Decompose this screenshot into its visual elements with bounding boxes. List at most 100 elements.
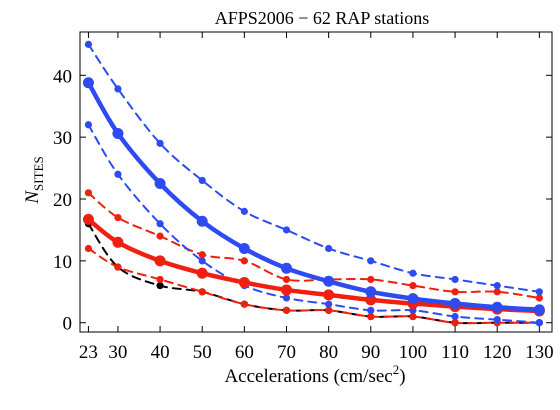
- data-point: [198, 176, 206, 185]
- y-tick-label: 10: [53, 252, 72, 273]
- x-tick-label: 90: [361, 342, 380, 363]
- y-axis-label: NSITES: [22, 156, 46, 204]
- data-point: [82, 77, 94, 89]
- y-axis-label-main: N: [22, 190, 43, 205]
- data-point: [84, 40, 93, 48]
- data-point: [449, 298, 461, 310]
- data-point: [156, 220, 164, 228]
- series-black-dashed-6: [84, 220, 543, 327]
- data-point: [240, 207, 248, 215]
- series-line: [86, 80, 542, 312]
- data-point: [198, 251, 206, 259]
- data-point: [154, 255, 166, 267]
- data-point: [82, 213, 94, 225]
- data-point: [323, 289, 335, 301]
- data-point: [114, 213, 122, 222]
- data-point: [282, 306, 291, 314]
- data-point: [325, 244, 333, 253]
- data-point: [198, 257, 206, 265]
- data-point: [493, 288, 501, 296]
- data-point: [240, 257, 248, 265]
- x-axis-label-main: Accelerations (cm/sec: [224, 366, 392, 387]
- data-point: [409, 269, 417, 277]
- x-axis-label: Accelerations (cm/sec2): [224, 362, 405, 387]
- data-point: [156, 282, 164, 290]
- data-point: [407, 293, 419, 305]
- y-tick-label: 0: [63, 314, 73, 335]
- data-point: [367, 257, 375, 265]
- x-tick-label: 100: [399, 342, 428, 363]
- x-tick-label: 70: [277, 342, 296, 363]
- x-axis-label-sup: 2: [393, 362, 400, 377]
- x-tick-label: 23: [79, 342, 98, 363]
- series-layer: [82, 40, 545, 327]
- data-point: [535, 288, 543, 296]
- series-line: [87, 123, 541, 324]
- data-point: [154, 178, 166, 190]
- data-point: [533, 304, 545, 316]
- data-point: [493, 282, 501, 290]
- series-blue-dashed-2: [84, 121, 543, 327]
- x-axis-label-close: ): [399, 366, 405, 387]
- data-point: [84, 189, 93, 197]
- x-tick-label: 50: [193, 342, 212, 363]
- data-point: [196, 215, 208, 227]
- data-point: [323, 275, 335, 287]
- data-point: [240, 300, 248, 308]
- data-point: [451, 312, 459, 321]
- chart-title: AFPS2006 − 62 RAP stations: [215, 8, 430, 28]
- data-point: [535, 294, 543, 302]
- data-point: [84, 121, 93, 129]
- data-point: [196, 267, 208, 279]
- data-point: [198, 288, 206, 296]
- data-point: [451, 319, 459, 327]
- plot-frame: [79, 31, 553, 333]
- x-axis-ticks: 23 30 40 50 60 70 80 90 100 110 120 130: [79, 32, 554, 363]
- data-point: [238, 242, 250, 254]
- data-point: [114, 263, 122, 271]
- data-point: [238, 277, 250, 289]
- x-tick-label: 80: [319, 342, 338, 363]
- y-tick-label: 40: [53, 66, 72, 87]
- x-tick-label: 30: [108, 342, 127, 363]
- data-point: [281, 284, 292, 296]
- data-point: [493, 316, 501, 324]
- x-tick-label: 130: [525, 342, 554, 363]
- data-point: [156, 232, 164, 240]
- data-point: [365, 294, 377, 306]
- data-point: [84, 244, 93, 253]
- x-tick-label: 110: [441, 342, 469, 363]
- data-point: [325, 300, 333, 308]
- y-axis-label-sub: SITES: [31, 156, 46, 191]
- data-point: [325, 306, 333, 314]
- data-point: [112, 127, 124, 139]
- data-point: [114, 170, 122, 178]
- data-point: [156, 139, 164, 147]
- y-tick-label: 30: [53, 128, 72, 149]
- data-point: [114, 85, 122, 93]
- series-line: [86, 217, 542, 314]
- data-point: [409, 312, 417, 321]
- series-line: [87, 43, 541, 293]
- y-tick-label: 20: [53, 190, 72, 211]
- x-tick-label: 60: [235, 342, 254, 363]
- data-point: [409, 282, 417, 290]
- data-point: [367, 306, 375, 314]
- data-point: [451, 275, 459, 284]
- series-blue-solid-0: [82, 77, 545, 316]
- data-point: [365, 286, 377, 298]
- series-blue-dashed-1: [84, 40, 543, 296]
- data-point: [451, 288, 459, 296]
- data-point: [282, 275, 291, 284]
- data-point: [367, 312, 375, 321]
- series-red-solid-3: [82, 213, 545, 317]
- data-point: [282, 294, 291, 302]
- data-point: [491, 301, 503, 313]
- y-axis-ticks: 0 10 20 30 40: [53, 66, 552, 335]
- data-point: [156, 275, 164, 284]
- x-tick-label: 120: [483, 342, 512, 363]
- data-point: [367, 275, 375, 284]
- data-point: [535, 319, 543, 327]
- series-red-dashed-4: [84, 189, 543, 302]
